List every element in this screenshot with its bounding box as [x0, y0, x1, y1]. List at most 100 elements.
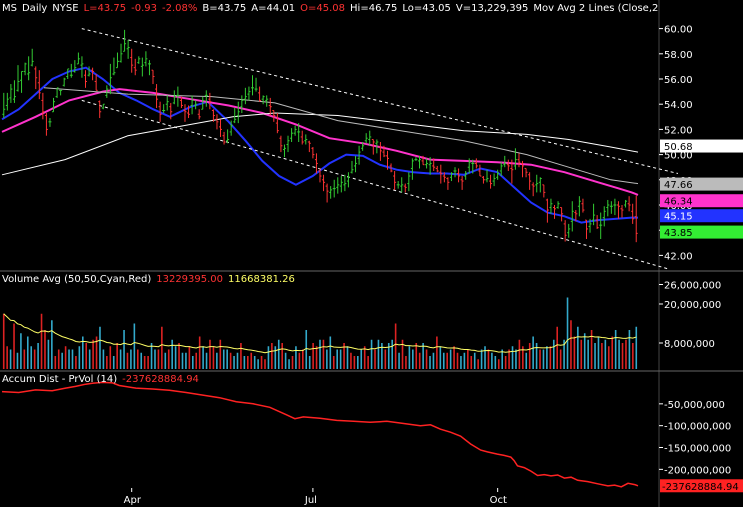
price-bar [407, 172, 411, 192]
price-bar [311, 147, 315, 159]
ma-line-slow2 [43, 87, 639, 185]
price-bar [556, 201, 560, 209]
price-bar [595, 215, 599, 229]
ad-tick-label: -150,000,000 [664, 444, 731, 455]
volume-value-1: 13229395.00 [156, 274, 224, 285]
volume: V=13,229,395 [455, 3, 529, 14]
price-bar [250, 75, 254, 96]
price-bar [453, 167, 457, 178]
price-badge [660, 177, 743, 191]
price-bar [300, 130, 304, 145]
price-bar [204, 90, 208, 107]
price-bar [449, 172, 453, 182]
price-bar [254, 77, 258, 92]
price-tick-label: 42.00 [664, 251, 693, 262]
price-bar [123, 29, 127, 52]
price-bar [524, 167, 528, 178]
price-bar [567, 223, 571, 238]
price-badge [660, 225, 743, 239]
ad-badge [660, 479, 743, 493]
price-bar [563, 220, 567, 242]
price-bar [403, 183, 407, 193]
price-bar [73, 60, 77, 73]
price-bar [620, 205, 624, 218]
price-bar [16, 65, 20, 92]
price-bar [20, 70, 24, 93]
price-tick-label: 50.00 [664, 151, 693, 162]
price-bar [268, 97, 272, 116]
price-badge-label: 47.66 [664, 180, 693, 191]
price-bar [2, 92, 6, 119]
price-bar [361, 142, 365, 151]
price-bar [485, 169, 489, 183]
price-bar [52, 97, 56, 113]
price-bar [304, 134, 308, 145]
price-bar [208, 92, 212, 110]
price-bar [528, 172, 532, 190]
price-bar [574, 210, 578, 222]
price-bar [609, 201, 613, 214]
price-tick-label: 54.00 [664, 100, 693, 111]
price-bar [517, 153, 521, 168]
ad-tick-label: -100,000,000 [664, 422, 731, 433]
price-tick-label: 60.00 [664, 25, 693, 36]
price-badge [660, 139, 743, 153]
price-tick-label: 58.00 [664, 50, 693, 61]
price-bar [258, 86, 262, 102]
price-panel [1, 28, 679, 270]
price-bar [354, 155, 358, 173]
price-bar [112, 57, 116, 76]
price-bar [12, 80, 16, 103]
ma-line-channel-upper [81, 28, 679, 174]
price-bar [329, 186, 333, 199]
price-bar [336, 177, 340, 194]
price-bar [101, 103, 105, 110]
price-bar [513, 148, 517, 170]
price-bar [144, 51, 148, 67]
price-bar [442, 172, 446, 183]
price-bar [140, 57, 144, 77]
price-bar [577, 196, 581, 217]
ad-label: Accum Dist - PrVol (14) [2, 374, 118, 385]
price-bar [290, 128, 294, 142]
price-bar [425, 158, 429, 169]
price-bar [535, 174, 539, 193]
low-price: Lo=43.05 [402, 3, 451, 14]
price-bar [282, 144, 286, 158]
price-bar [293, 125, 297, 136]
price-bar [172, 90, 176, 105]
price-bar [297, 123, 301, 142]
price-bar [87, 66, 91, 77]
price-bar [158, 101, 162, 122]
exchange: NYSE [52, 3, 79, 14]
price-bar [496, 169, 500, 180]
price-bar [521, 160, 525, 178]
price-bar [76, 52, 80, 65]
price-bar [286, 135, 290, 153]
price-bar [219, 119, 223, 137]
price-bar [378, 142, 382, 161]
price-bar [503, 155, 507, 168]
price-bar [194, 100, 198, 110]
price-bar [275, 113, 279, 134]
price-bar [279, 135, 283, 153]
price-bar [627, 196, 631, 212]
price-bar [5, 92, 9, 111]
price-bar [332, 179, 336, 198]
bid: B=43.75 [202, 3, 247, 14]
price-bar [27, 56, 31, 81]
price-bar [460, 176, 464, 190]
price-bar [108, 63, 112, 95]
price-bar [464, 170, 468, 180]
change: -0.93 [131, 3, 158, 14]
volume-value-2: 11668381.26 [228, 274, 295, 285]
price-bar [531, 182, 535, 197]
price-bar [393, 170, 397, 190]
price-bar [151, 69, 155, 85]
price-bar [439, 164, 443, 184]
price-bar [314, 153, 318, 174]
price-bar [478, 164, 482, 177]
price-bar [272, 110, 276, 122]
price-bar [489, 174, 493, 189]
price-bar [48, 118, 52, 127]
